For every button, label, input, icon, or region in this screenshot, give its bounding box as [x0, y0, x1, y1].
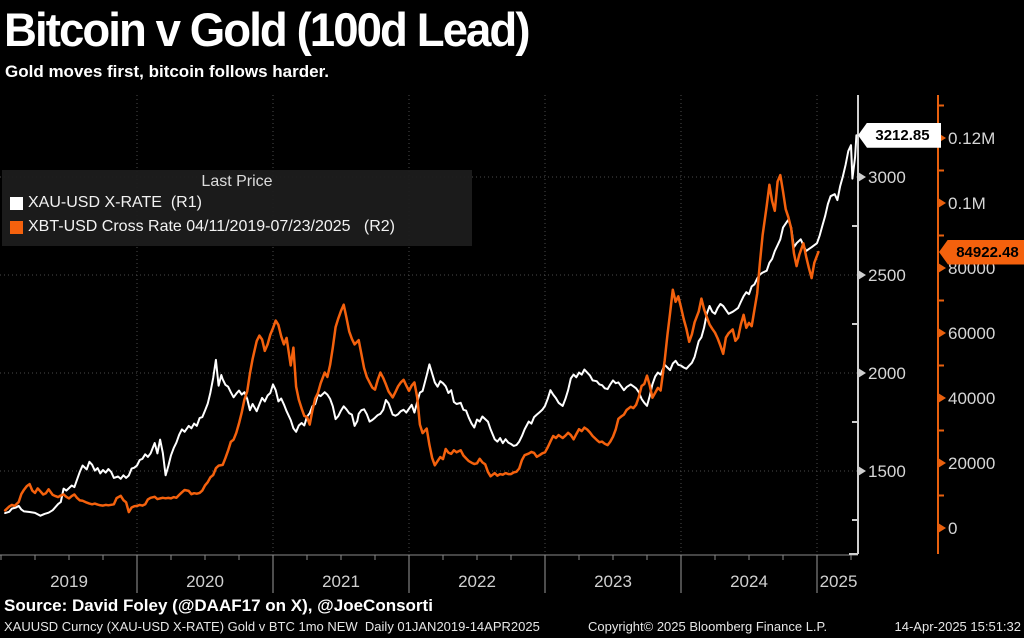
- svg-text:2000: 2000: [868, 364, 906, 383]
- svg-text:2500: 2500: [868, 266, 906, 285]
- svg-text:0.12M: 0.12M: [948, 129, 995, 148]
- bitcoin-series-swatch-icon: [10, 220, 23, 234]
- svg-text:1500: 1500: [868, 462, 906, 481]
- svg-text:2020: 2020: [186, 572, 224, 591]
- legend-item-gold[interactable]: XAU-USD X-RATE (R1): [2, 191, 472, 215]
- svg-text:0: 0: [948, 519, 957, 538]
- footer-copyright: Copyright© 2025 Bloomberg Finance L.P.: [588, 619, 828, 634]
- chart-subtitle: Gold moves first, bitcoin follows harder…: [5, 62, 329, 81]
- svg-text:2024: 2024: [730, 572, 768, 591]
- svg-text:2019: 2019: [50, 572, 88, 591]
- last-price-tag-gold: 3212.85: [858, 122, 941, 148]
- footer-bar: XAUUSD Curncy (XAU-USD X-RATE) Gold v BT…: [0, 616, 1024, 638]
- legend-header: Last Price: [201, 173, 273, 190]
- svg-text:0.1M: 0.1M: [948, 194, 986, 213]
- legend-label-gold: XAU-USD X-RATE (R1): [28, 194, 202, 211]
- svg-text:60000: 60000: [948, 324, 995, 343]
- legend-label-bitcoin: XBT-USD Cross Rate 04/11/2019-07/23/2025…: [28, 218, 395, 235]
- footer-ticker-info: XAUUSD Curncy (XAU-USD X-RATE) Gold v BT…: [4, 619, 540, 634]
- legend-item-bitcoin[interactable]: XBT-USD Cross Rate 04/11/2019-07/23/2025…: [2, 215, 472, 239]
- page-title: Bitcoin v Gold (100d Lead): [4, 3, 531, 56]
- footer-timestamp: 14-Apr-2025 15:51:32: [894, 619, 1021, 634]
- svg-text:40000: 40000: [948, 389, 995, 408]
- svg-text:2025: 2025: [820, 572, 858, 591]
- last-price-tag-bitcoin: 84922.48: [939, 239, 1024, 265]
- chart-legend: Last Price XAU-USD X-RATE (R1) XBT-USD C…: [2, 170, 472, 246]
- svg-text:2023: 2023: [594, 572, 632, 591]
- svg-text:3000: 3000: [868, 168, 906, 187]
- source-credit-line: Source: David Foley (@DAAF17 on X), @Joe…: [4, 596, 433, 615]
- svg-text:2021: 2021: [322, 572, 360, 591]
- svg-text:20000: 20000: [948, 454, 995, 473]
- svg-text:2022: 2022: [458, 572, 496, 591]
- gold-series-swatch-icon: [10, 196, 23, 210]
